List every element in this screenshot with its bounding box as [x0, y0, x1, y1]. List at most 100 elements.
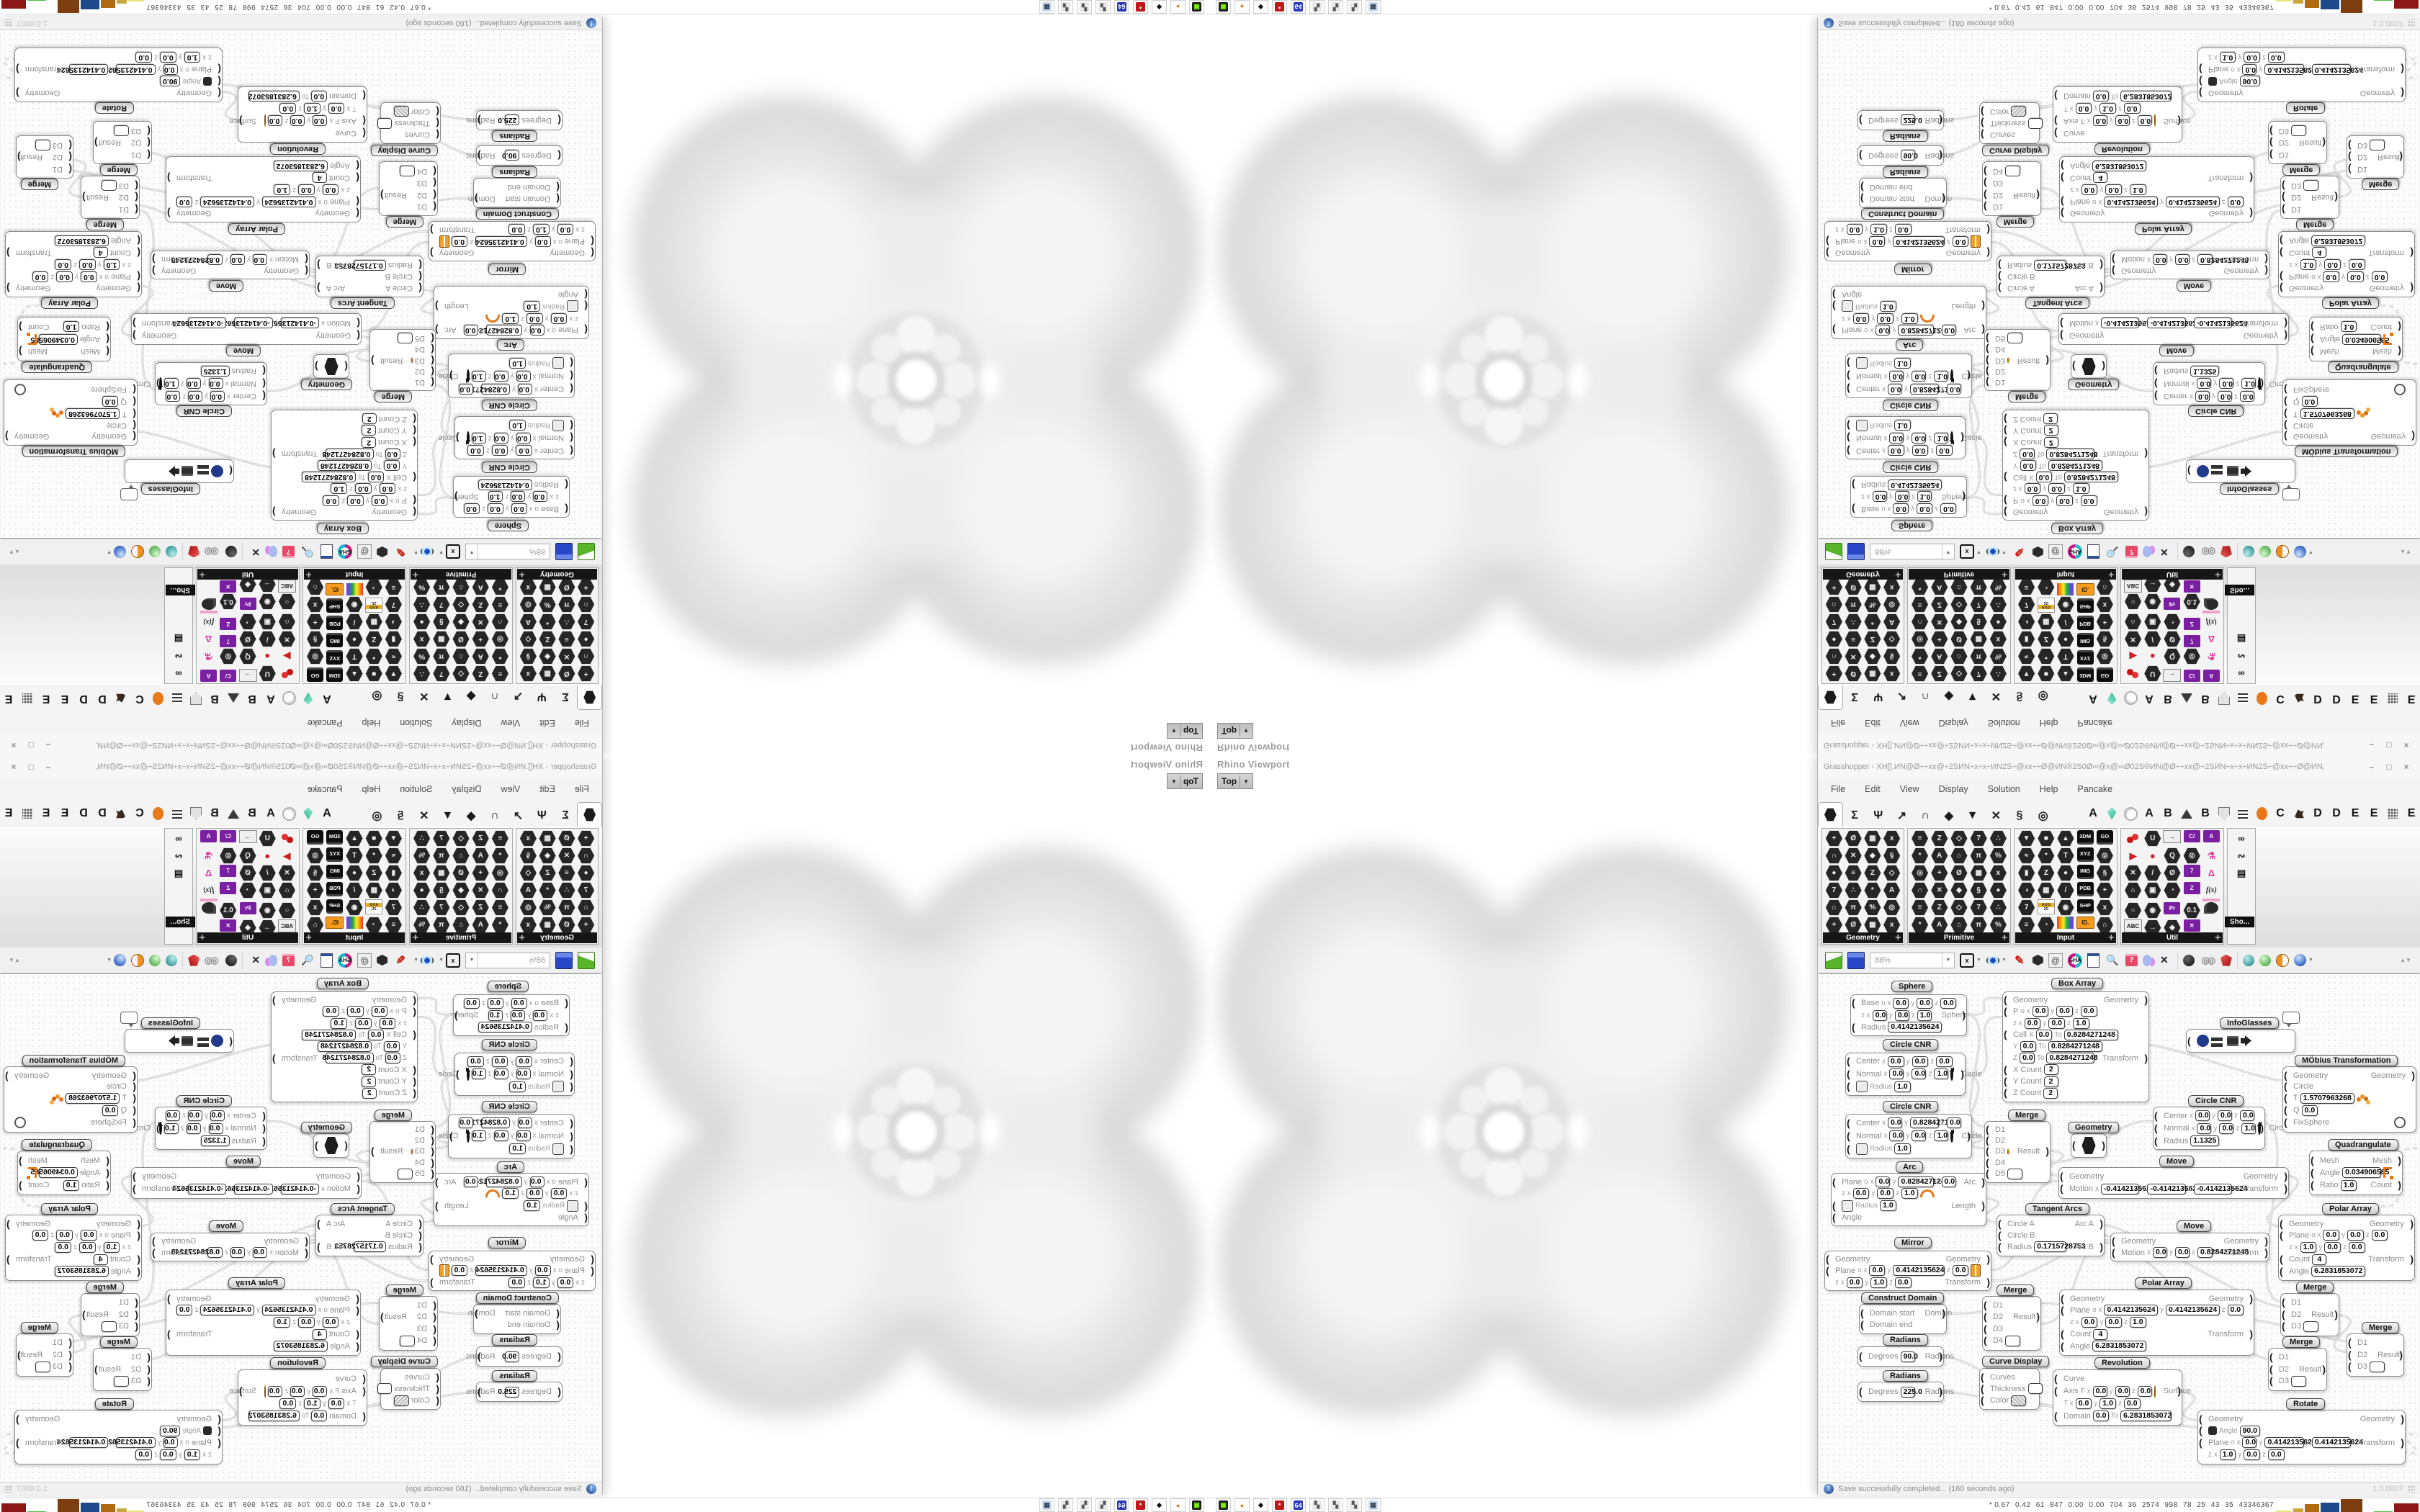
- value-box[interactable]: 0.0: [2195, 391, 2210, 402]
- node-label-merge-4[interactable]: Merge: [385, 1284, 424, 1296]
- resize-grip[interactable]: [2408, 19, 2415, 27]
- input-port[interactable]: (: [1986, 366, 1989, 378]
- palette-icon[interactable]: ▦: [1864, 665, 1881, 682]
- palette-icon[interactable]: XYZ: [326, 650, 344, 665]
- torus-pair-icon[interactable]: ◎◎: [2201, 954, 2216, 966]
- palette-icon[interactable]: Ø: [452, 631, 470, 647]
- input-port[interactable]: (: [2269, 1374, 2273, 1387]
- value-box[interactable]: 1.0: [1894, 357, 1911, 369]
- value-box[interactable]: 0.8284271248: [2046, 1053, 2098, 1064]
- input-port[interactable]: (: [431, 344, 434, 356]
- node-label-move-1[interactable]: Move: [225, 1156, 261, 1167]
- value-box[interactable]: 0.0: [2056, 1006, 2073, 1017]
- palette-icon[interactable]: π: [433, 579, 450, 595]
- node-label-tangent-arcs[interactable]: Tangent Arcs: [330, 1203, 395, 1215]
- palette-icon[interactable]: ◉: [346, 596, 363, 613]
- value-box[interactable]: 6.2831853072: [2120, 1410, 2172, 1422]
- value-box[interactable]: 0.0: [1917, 997, 1933, 1009]
- menu-item-view[interactable]: View: [501, 784, 521, 794]
- input-port[interactable]: (: [2060, 1182, 2063, 1194]
- value-box[interactable]: 6.2831853072: [2092, 1341, 2147, 1352]
- palette-icon[interactable]: ◇: [519, 631, 537, 647]
- input-port[interactable]: (: [1847, 420, 1850, 432]
- value-box[interactable]: 0.0: [2323, 1230, 2340, 1241]
- input-port[interactable]: (: [2154, 378, 2158, 390]
- node-label-merge-4[interactable]: Merge: [385, 216, 424, 228]
- minimize-button[interactable]: –: [45, 740, 51, 750]
- input-port[interactable]: (: [305, 1235, 308, 1247]
- palette-expand-icon[interactable]: ✛: [306, 934, 312, 941]
- palette-icon[interactable]: SHP: [326, 598, 344, 613]
- value-box[interactable]: 0.0: [2268, 51, 2285, 63]
- palette-icon[interactable]: Ø: [239, 865, 256, 881]
- input-port[interactable]: (: [2112, 1246, 2115, 1258]
- input-port[interactable]: (: [436, 1382, 439, 1394]
- input-port[interactable]: (: [2004, 425, 2007, 437]
- input-port[interactable]: (: [413, 506, 416, 518]
- output-port[interactable]: ): [435, 1199, 439, 1211]
- value-box[interactable]: 0.0: [511, 997, 527, 1009]
- output-port[interactable]: ): [430, 224, 434, 236]
- input-port[interactable]: (: [431, 1134, 434, 1146]
- value-box[interactable]: 0.0: [1894, 1009, 1909, 1021]
- input-port[interactable]: (: [556, 1318, 560, 1331]
- value-box[interactable]: 1.0: [2300, 1241, 2317, 1253]
- input-port[interactable]: (: [1860, 193, 1864, 205]
- red-gear-app-icon[interactable]: *: [1272, 1498, 1287, 1512]
- input-port[interactable]: (: [2280, 282, 2283, 294]
- input-port[interactable]: (: [135, 204, 138, 216]
- palette-icon[interactable]: ▦: [1864, 917, 1881, 933]
- palette-icon[interactable]: A: [472, 847, 489, 864]
- value-box[interactable]: 0.8284271248: [1910, 383, 1961, 395]
- value-box[interactable]: 0.8284271248: [2197, 254, 2249, 265]
- value-box[interactable]: 1.0: [1934, 1130, 1949, 1141]
- gh-node-arc[interactable]: (Plane o x 0.0 y 0.8284271248 z 0.0 Arc) z x 0.0 y…: [434, 1173, 589, 1226]
- plugin-tab-5[interactable]: [224, 688, 243, 709]
- palette-label[interactable]: Geometry ✛: [1823, 932, 1903, 943]
- plugin-tab-2[interactable]: [2121, 688, 2140, 709]
- value-box[interactable]: 0.0: [55, 1241, 71, 1253]
- value-box[interactable]: 0.0: [80, 1230, 97, 1241]
- open-file-icon[interactable]: [578, 951, 595, 969]
- value-box[interactable]: 0.0: [290, 115, 305, 127]
- input-port[interactable]: (: [133, 1092, 136, 1104]
- value-box[interactable]: 0.0: [165, 391, 180, 402]
- input-port[interactable]: (: [2284, 384, 2287, 396]
- value-box[interactable]: 0.0: [491, 445, 508, 456]
- palette-icon[interactable]: Ø: [1845, 665, 1862, 682]
- wire[interactable]: [222, 91, 240, 121]
- palette-icon[interactable]: %: [413, 917, 431, 933]
- palette-icon[interactable]: ≡: [1845, 865, 1862, 881]
- palette-icon[interactable]: ✕: [220, 580, 237, 593]
- palette-icon[interactable]: ≡: [558, 865, 575, 881]
- value-box[interactable]: 0.0: [1852, 312, 1870, 324]
- palette-icon[interactable]: §: [519, 847, 537, 864]
- node-label-mirror[interactable]: Mirror: [1894, 264, 1932, 275]
- torus-pair-icon[interactable]: ◎◎: [206, 546, 219, 558]
- palette-icon[interactable]: *: [365, 648, 382, 665]
- value-box[interactable]: 0.0: [2137, 1385, 2152, 1397]
- viewport-tab-top[interactable]: Top ▼: [1217, 773, 1254, 789]
- palette-icon[interactable]: A: [472, 917, 489, 933]
- palette-icon[interactable]: ◎: [519, 899, 537, 916]
- value-box[interactable]: 0.0: [208, 1122, 223, 1134]
- value-box[interactable]: 90.0: [1900, 1351, 1918, 1362]
- gh-node-merge-5[interactable]: (D1(D2(D3 Result)(D4(D5: [1984, 1121, 2051, 1183]
- node-label-circle-cnr-3[interactable]: Circle CNR: [176, 1095, 232, 1107]
- plugin-tab-12[interactable]: D: [2313, 807, 2322, 819]
- gh-node-radians-2[interactable]: (Degrees 225.0 Radians): [1857, 110, 1954, 130]
- node-label-polar-array-2[interactable]: Polar Array: [41, 297, 98, 309]
- input-port[interactable]: (: [436, 1370, 439, 1382]
- value-box[interactable]: 0.0: [385, 448, 400, 459]
- input-port[interactable]: (: [1832, 301, 1836, 313]
- palette-icon[interactable]: 7: [1825, 613, 1842, 630]
- wire[interactable]: [2267, 1175, 2298, 1227]
- input-port[interactable]: (: [1986, 1145, 1989, 1157]
- sketch-pen-icon[interactable]: ✎: [395, 545, 405, 558]
- value-box[interactable]: 0.0: [2301, 1104, 2318, 1116]
- palette-icon[interactable]: x: [307, 596, 324, 613]
- node-label-rotate[interactable]: Rotate: [2286, 102, 2326, 114]
- palette-icon[interactable]: §: [2096, 865, 2113, 881]
- input-port[interactable]: (: [2061, 1340, 2064, 1352]
- node-label-move-2[interactable]: Move: [208, 280, 243, 292]
